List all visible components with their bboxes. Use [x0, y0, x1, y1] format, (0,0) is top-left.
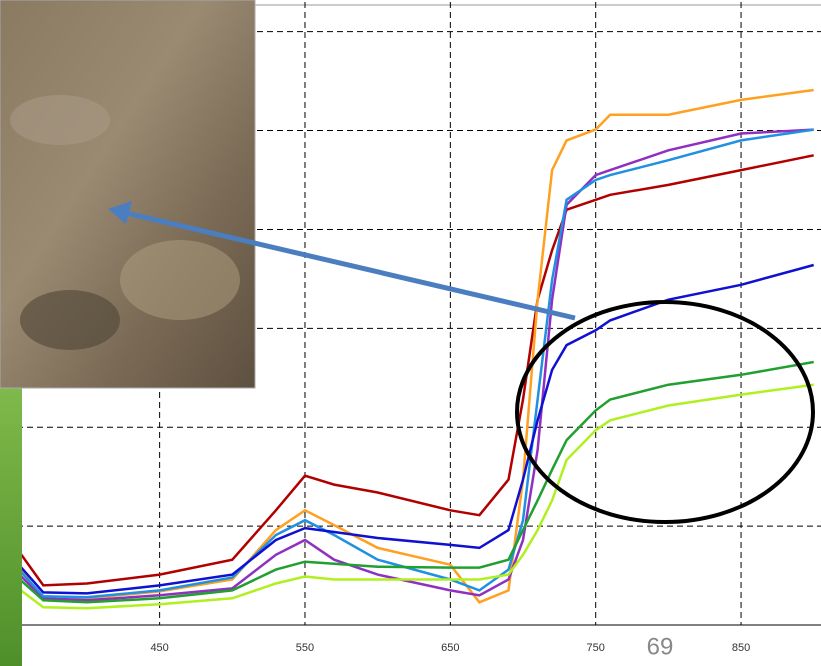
series-line [13, 154, 814, 587]
photo-detail [120, 240, 240, 320]
x-tick-label: 850 [732, 642, 750, 654]
arrow [125, 210, 576, 321]
x-tick-label: 750 [587, 642, 605, 654]
series-line [13, 360, 814, 604]
series-line [13, 128, 814, 602]
x-tick-label: 650 [441, 642, 459, 654]
photo-detail [20, 290, 120, 350]
arrow-head [108, 201, 132, 224]
photo-detail [10, 95, 110, 145]
series-line [13, 128, 814, 599]
x-tick-label: 550 [296, 642, 314, 654]
highlight-ellipse [515, 300, 815, 524]
series-line [13, 88, 814, 604]
x-tick-label: 450 [150, 642, 168, 654]
series-line [13, 383, 814, 610]
page-number: 69 [647, 633, 674, 660]
series-line [13, 263, 815, 595]
